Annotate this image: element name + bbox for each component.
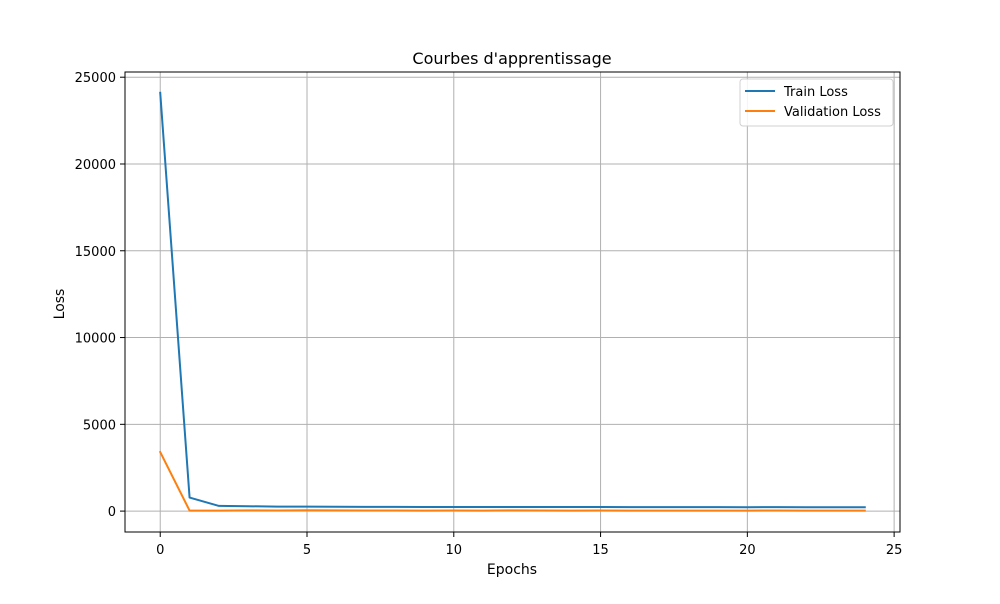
- y-axis-ticks: 0 5000 10000 15000 20000 25000: [75, 71, 125, 520]
- x-tick-label: 5: [303, 543, 311, 558]
- legend: Train Loss Validation Loss: [739, 78, 894, 127]
- y-axis-label: Loss: [52, 289, 68, 320]
- x-tick-label: 10: [446, 543, 463, 558]
- chart-title: Courbes d'apprentissage: [412, 49, 611, 68]
- y-tick-label: 20000: [75, 158, 116, 173]
- series-line-validation-loss: [158, 450, 866, 512]
- x-tick-label: 25: [886, 543, 903, 558]
- x-tick-label: 15: [592, 543, 609, 558]
- y-tick-label: 0: [108, 505, 116, 520]
- y-tick-label: 10000: [75, 332, 116, 347]
- x-axis-ticks: 0 5 10 15 20 25: [156, 532, 902, 558]
- y-tick-label: 5000: [83, 418, 116, 433]
- series-line-train-loss: [159, 91, 866, 509]
- plot-area-frame: [124, 71, 901, 533]
- legend-box: [739, 78, 894, 127]
- x-axis-label: Epochs: [487, 562, 537, 578]
- series-lines: [158, 91, 866, 512]
- y-tick-label: 25000: [75, 71, 116, 86]
- legend-label-train-loss: Train Loss: [783, 85, 848, 100]
- x-tick-label: 20: [739, 543, 756, 558]
- y-tick-label: 15000: [75, 245, 116, 260]
- legend-label-validation-loss: Validation Loss: [784, 105, 881, 120]
- x-tick-label: 0: [156, 543, 164, 558]
